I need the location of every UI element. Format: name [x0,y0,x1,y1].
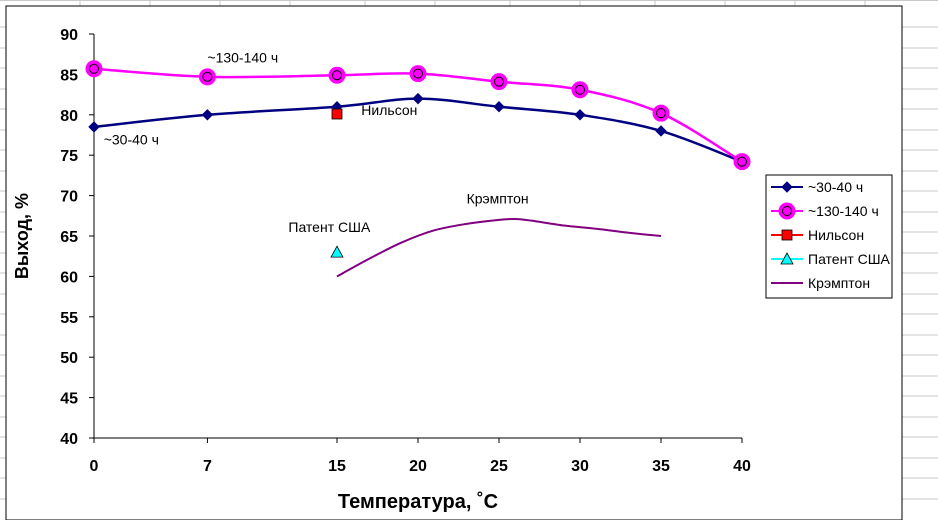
x-tick-label: 0 [90,458,99,475]
data-point [331,108,343,120]
series-4 [336,217,662,278]
annotation: Нильсон [361,102,417,118]
series-1 [85,60,751,171]
annotation: ~30-40 ч [104,132,159,148]
annotations: ~130-140 ч ~30-40 ч Нильсон Патент США Крэмп… [104,49,529,235]
y-axis-title: Выход, % [12,193,32,279]
data-point-ring [737,156,747,167]
legend-marker-ring [782,206,792,216]
legend-label: ~30-40 ч [808,179,863,195]
x-tick-label: 40 [733,458,751,475]
y-tick-label: 50 [60,350,78,367]
data-point-ring [575,84,585,95]
legend-item: ~130-140 ч [771,202,879,220]
legend-label: Нильсон [808,227,864,243]
y-tick-label: 80 [60,108,78,125]
data-point-ring [202,71,213,82]
y-tick-label: 75 [60,148,78,165]
annotation: Крэмптон [467,191,529,207]
data-point [330,245,344,258]
y-tick-label: 60 [60,269,78,286]
y-tick-label: 85 [60,67,78,84]
y-tick-label: 70 [60,189,78,206]
data-point [409,65,427,83]
x-tick-label: 25 [490,458,508,475]
data-point [493,101,505,113]
legend: ~30-40 ч ~130-140 ч Нильсон Патент США Крэмп… [765,174,893,299]
data-point-ring [413,68,423,79]
legend-marker [778,202,796,220]
legend-label: ~130-140 ч [808,203,879,219]
data-point-ring [494,76,504,87]
legend-item: Крэмптон [771,275,870,291]
data-point [733,153,751,171]
data-point [655,125,667,137]
data-point [201,109,214,121]
x-tick-label: 7 [203,458,212,475]
annotation: Патент США [288,219,371,235]
series-line [336,217,662,278]
legend-item: Нильсон [771,227,864,243]
y-tick-label: 65 [60,229,78,246]
legend-item: ~30-40 ч [771,179,863,195]
x-tick-label: 20 [409,458,427,475]
data-point [571,81,589,99]
legend-item: Патент США [771,251,891,267]
series-2 [331,108,343,120]
series-layer [85,60,751,278]
x-axis-title: Температура, ˚С [338,490,498,513]
x-tick-label: 30 [571,458,589,475]
chart-area [5,5,903,520]
legend-label: Патент США [808,251,891,267]
data-point-ring [89,63,99,74]
legend-marker [781,229,793,241]
data-point [328,66,346,84]
data-point [198,68,216,86]
y-tick-label: 40 [60,431,78,448]
data-point [85,60,103,78]
data-point [574,109,586,121]
annotation: ~130-140 ч [207,49,278,65]
x-tick-label: 35 [652,458,670,475]
x-tick-label: 15 [328,458,346,475]
x-ticks: 0 7 15 20 25 30 35 40 [90,438,751,475]
series-0 [88,92,748,168]
y-ticks: 40 45 50 55 60 65 70 75 80 85 90 [60,27,94,448]
data-point [412,92,424,105]
y-tick-label: 55 [60,310,78,327]
data-point-ring [656,108,666,119]
y-tick-label: 90 [60,27,78,44]
data-point-ring [332,70,342,81]
legend-marker [780,252,794,265]
data-point [652,104,670,122]
data-point [490,73,508,91]
series-3 [330,245,344,258]
legend-label: Крэмптон [808,275,870,291]
y-tick-label: 45 [60,391,78,408]
data-point [88,121,100,133]
legend-marker [781,181,793,193]
